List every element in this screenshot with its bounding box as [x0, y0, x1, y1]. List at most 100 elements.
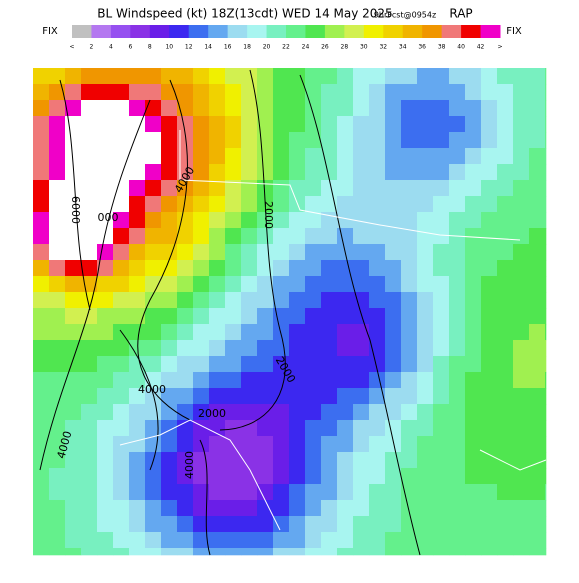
field-cell: [449, 100, 466, 117]
field-cell: [49, 452, 66, 469]
field-cell: [225, 452, 242, 469]
field-cell: [305, 196, 322, 213]
field-cell: [353, 452, 370, 469]
field-cell: [321, 132, 338, 149]
field-cell: [465, 212, 482, 229]
field-cell: [385, 452, 402, 469]
field-cell: [465, 436, 482, 453]
colorbar-tick-label: 40: [457, 44, 465, 51]
field-cell: [353, 212, 370, 229]
field-cell: [193, 324, 210, 341]
field-cell: [49, 84, 66, 101]
field-cell: [385, 100, 402, 117]
colorbar-swatch: [383, 25, 404, 38]
field-cell: [97, 292, 114, 309]
field-cell: [81, 164, 98, 181]
field-cell: [497, 308, 514, 325]
field-cell: [401, 244, 418, 261]
field-cell: [545, 148, 547, 165]
title: BL Windspeed (kt) 18Z(13cdt) WED 14 May …: [97, 7, 392, 21]
field-cell: [257, 500, 274, 517]
field-cell: [113, 308, 130, 325]
field-cell: [177, 164, 194, 181]
field-cell: [369, 260, 386, 277]
field-cell: [241, 196, 258, 213]
field-cell: [481, 180, 498, 197]
field-cell: [449, 340, 466, 357]
colorbar-swatch: [344, 25, 365, 38]
field-cell: [385, 532, 402, 549]
field-cell: [369, 228, 386, 245]
field-cell: [337, 308, 354, 325]
field-cell: [209, 484, 226, 501]
field-cell: [241, 372, 258, 389]
field-cell: [481, 420, 498, 437]
field-cell: [545, 532, 547, 549]
field-cell: [113, 452, 130, 469]
field-cell: [81, 500, 98, 517]
field-cell: [193, 532, 210, 549]
field-cell: [401, 68, 418, 85]
field-cell: [65, 164, 82, 181]
field-cell: [241, 116, 258, 133]
field-cell: [385, 244, 402, 261]
field-cell: [305, 388, 322, 405]
field-cell: [161, 164, 178, 181]
field-cell: [497, 244, 514, 261]
field-cell: [417, 308, 434, 325]
field-cell: [289, 100, 306, 117]
field-cell: [289, 340, 306, 357]
field-cell: [129, 340, 146, 357]
field-cell: [305, 420, 322, 437]
field-cell: [321, 516, 338, 533]
field-cell: [545, 132, 547, 149]
field-cell: [449, 516, 466, 533]
field-cell: [449, 84, 466, 101]
field-cell: [369, 468, 386, 485]
field-cell: [289, 420, 306, 437]
field-cell: [193, 260, 210, 277]
field-cell: [449, 212, 466, 229]
field-cell: [305, 276, 322, 293]
field-cell: [401, 116, 418, 133]
field-cell: [401, 404, 418, 421]
field-cell: [321, 436, 338, 453]
field-cell: [321, 260, 338, 277]
field-cell: [129, 244, 146, 261]
colorbar-tick-label: 42: [477, 44, 485, 51]
field-cell: [65, 548, 82, 556]
field-cell: [433, 84, 450, 101]
field-cell: [417, 164, 434, 181]
field-cell: [401, 420, 418, 437]
field-cell: [449, 388, 466, 405]
field-cell: [289, 452, 306, 469]
field-cell: [65, 308, 82, 325]
field-cell: [289, 548, 306, 556]
field-cell: [225, 276, 242, 293]
field-cell: [353, 516, 370, 533]
field-cell: [289, 164, 306, 181]
field-cell: [289, 404, 306, 421]
field-cell: [225, 324, 242, 341]
field-cell: [129, 228, 146, 245]
field-cell: [289, 68, 306, 85]
field-cell: [353, 356, 370, 373]
field-cell: [113, 404, 130, 421]
field-cell: [353, 276, 370, 293]
field-cell: [401, 132, 418, 149]
field-cell: [209, 404, 226, 421]
field-cell: [529, 500, 546, 517]
field-cell: [225, 180, 242, 197]
field-cell: [337, 68, 354, 85]
field-cell: [321, 180, 338, 197]
field-cell: [209, 84, 226, 101]
field-cell: [545, 308, 547, 325]
field-cell: [305, 484, 322, 501]
field-cell: [529, 516, 546, 533]
field-cell: [193, 388, 210, 405]
field-cell: [545, 276, 547, 293]
field-cell: [385, 372, 402, 389]
field-cell: [401, 436, 418, 453]
field-cell: [49, 308, 66, 325]
field-cell: [337, 100, 354, 117]
